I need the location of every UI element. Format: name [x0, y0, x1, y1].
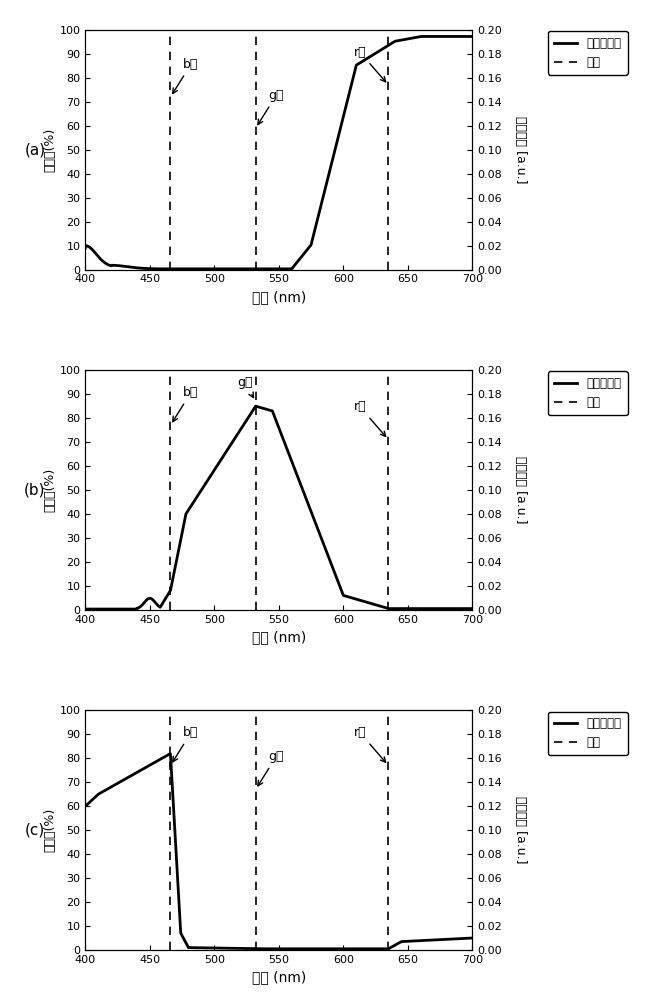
Text: r光: r光 — [354, 726, 386, 762]
Text: g光: g光 — [258, 750, 284, 786]
Y-axis label: 透射比(%): 透射比(%) — [44, 128, 56, 172]
Text: b光: b光 — [173, 58, 199, 93]
Text: b光: b光 — [173, 386, 199, 422]
Text: (b): (b) — [24, 483, 46, 498]
Y-axis label: 透射比(%): 透射比(%) — [44, 808, 56, 852]
X-axis label: 波长 (nm): 波长 (nm) — [252, 290, 306, 304]
Y-axis label: 激光強度 [a.u.]: 激光強度 [a.u.] — [514, 116, 527, 184]
Text: r光: r光 — [354, 400, 386, 436]
Text: g光: g光 — [258, 89, 284, 125]
Legend: 绿色滤光膜, 激光: 绿色滤光膜, 激光 — [548, 371, 628, 415]
Text: g光: g光 — [237, 376, 253, 398]
Text: b光: b光 — [173, 726, 199, 762]
Legend: 蓝色滤光膜, 激光: 蓝色滤光膜, 激光 — [548, 712, 628, 755]
Text: (c): (c) — [25, 823, 45, 838]
Text: (a): (a) — [24, 142, 45, 157]
Y-axis label: 透射比(%): 透射比(%) — [44, 468, 56, 512]
Text: r光: r光 — [354, 46, 386, 82]
Y-axis label: 激光強度 [a.u.]: 激光強度 [a.u.] — [514, 796, 527, 864]
X-axis label: 波长 (nm): 波长 (nm) — [252, 970, 306, 984]
Legend: 红色滤光膜, 激光: 红色滤光膜, 激光 — [548, 31, 628, 75]
Y-axis label: 激光強度 [a.u.]: 激光強度 [a.u.] — [514, 456, 527, 524]
X-axis label: 波长 (nm): 波长 (nm) — [252, 630, 306, 644]
